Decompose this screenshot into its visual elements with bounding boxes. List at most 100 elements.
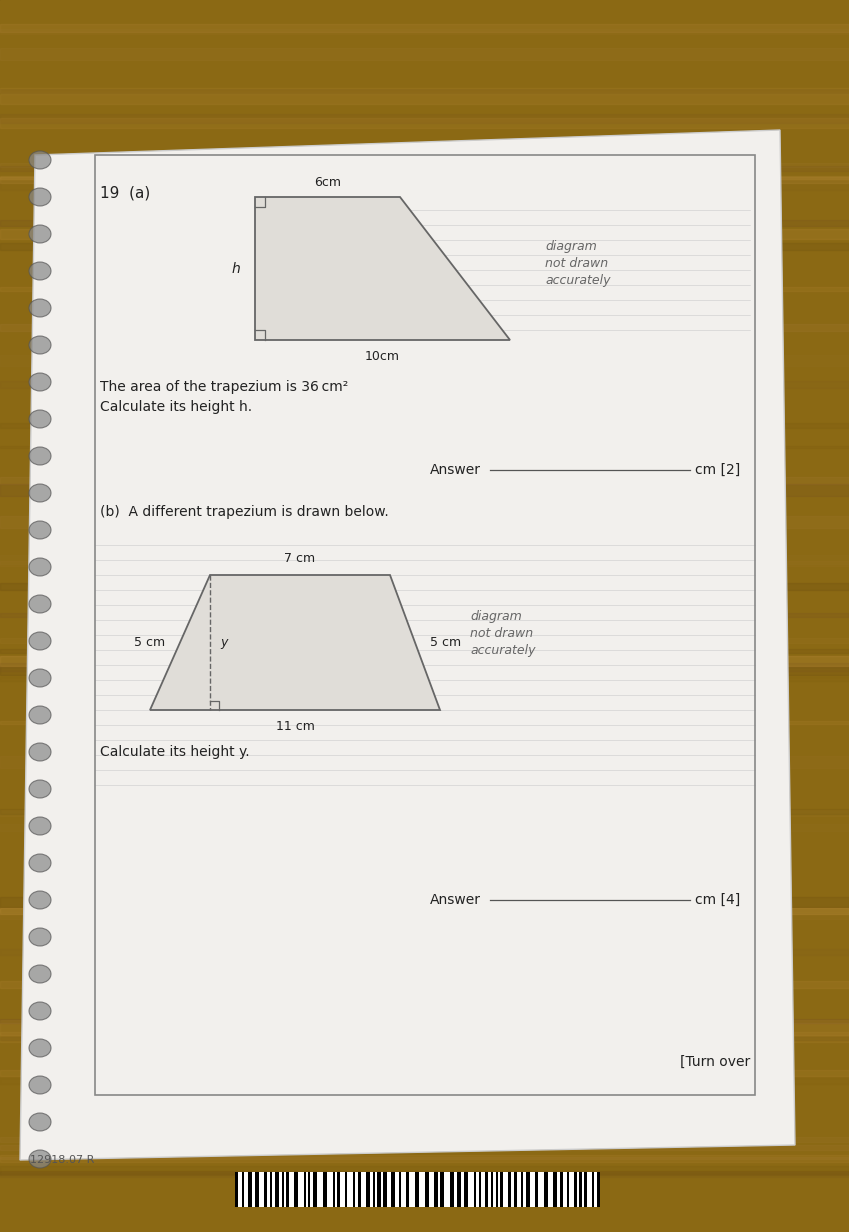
Ellipse shape (29, 447, 51, 464)
Bar (0, 638, 849, 643)
Text: 5 cm: 5 cm (430, 636, 461, 649)
Bar (235, 1172, 600, 1207)
Bar (317, 1172, 323, 1207)
Bar (387, 1172, 391, 1207)
Ellipse shape (29, 1149, 51, 1168)
Text: not drawn: not drawn (545, 257, 608, 270)
Bar (401, 1172, 406, 1207)
Bar (0, 477, 849, 484)
Bar (569, 1172, 574, 1207)
Bar (0, 163, 849, 168)
Bar (340, 1172, 345, 1207)
Bar (0, 1170, 849, 1175)
Bar (538, 1172, 544, 1207)
Ellipse shape (29, 262, 51, 280)
Text: h: h (231, 261, 240, 276)
Ellipse shape (29, 706, 51, 724)
Bar (0, 663, 849, 670)
Bar (0, 1172, 849, 1177)
Text: Answer: Answer (430, 893, 481, 907)
Bar (0, 229, 849, 239)
Bar (523, 1172, 526, 1207)
Bar (503, 1172, 508, 1207)
Polygon shape (20, 131, 795, 1161)
Text: Calculate its height h.: Calculate its height h. (100, 400, 252, 414)
Bar (306, 1172, 308, 1207)
Bar (461, 1172, 464, 1207)
Bar (0, 23, 849, 32)
Bar (0, 181, 849, 190)
Bar (0, 1071, 849, 1076)
Text: y: y (220, 636, 228, 649)
Ellipse shape (29, 854, 51, 872)
Bar (517, 1172, 521, 1207)
Bar (0, 219, 849, 225)
Ellipse shape (29, 1002, 51, 1020)
Bar (0, 424, 849, 429)
Text: 11 cm: 11 cm (276, 719, 314, 733)
Polygon shape (150, 575, 440, 710)
Bar (0, 87, 849, 94)
Polygon shape (255, 197, 510, 340)
Bar (438, 1172, 440, 1207)
Text: [Turn over: [Turn over (680, 1055, 750, 1069)
Ellipse shape (29, 632, 51, 650)
Ellipse shape (29, 410, 51, 428)
Bar (0, 949, 849, 955)
Text: 5 cm: 5 cm (134, 636, 165, 649)
Text: (b)  A different trapezium is drawn below.: (b) A different trapezium is drawn below… (100, 505, 389, 519)
Bar (0, 667, 849, 675)
Bar (548, 1172, 553, 1207)
Bar (0, 809, 849, 816)
Ellipse shape (29, 928, 51, 946)
Ellipse shape (29, 373, 51, 391)
Bar (0, 657, 849, 667)
Ellipse shape (29, 595, 51, 614)
Bar (0, 1032, 849, 1042)
Bar (0, 113, 849, 123)
Text: The area of the trapezium is 36 cm²: The area of the trapezium is 36 cm² (100, 379, 348, 394)
Bar (557, 1172, 560, 1207)
Bar (594, 1172, 597, 1207)
Ellipse shape (29, 1039, 51, 1057)
Bar (0, 48, 849, 60)
Bar (530, 1172, 535, 1207)
Bar (347, 1172, 353, 1207)
Bar (0, 913, 849, 919)
Bar (310, 1172, 313, 1207)
Bar (0, 287, 849, 291)
Bar (0, 244, 849, 250)
Text: 10cm: 10cm (365, 350, 400, 363)
Text: not drawn: not drawn (470, 627, 533, 639)
Bar (0, 908, 849, 914)
Text: accurately: accurately (545, 274, 610, 287)
Bar (95, 155, 755, 1095)
Bar (0, 176, 849, 179)
Ellipse shape (29, 1112, 51, 1131)
Bar (0, 30, 849, 34)
Ellipse shape (29, 299, 51, 317)
Bar (267, 1172, 270, 1207)
Bar (0, 89, 849, 94)
Bar (0, 355, 849, 366)
Ellipse shape (29, 558, 51, 577)
Ellipse shape (29, 817, 51, 835)
Bar (327, 1172, 333, 1207)
Ellipse shape (29, 484, 51, 501)
Ellipse shape (29, 336, 51, 354)
Bar (381, 1172, 383, 1207)
Ellipse shape (29, 965, 51, 983)
Bar (0, 516, 849, 527)
Bar (0, 1024, 849, 1035)
Bar (252, 1172, 255, 1207)
Bar (259, 1172, 264, 1207)
Bar (0, 94, 849, 103)
Bar (272, 1172, 275, 1207)
Bar (481, 1172, 485, 1207)
Bar (355, 1172, 358, 1207)
Text: accurately: accurately (470, 644, 536, 657)
Ellipse shape (29, 891, 51, 909)
Bar (0, 554, 849, 564)
Bar (587, 1172, 592, 1207)
Bar (238, 1172, 242, 1207)
